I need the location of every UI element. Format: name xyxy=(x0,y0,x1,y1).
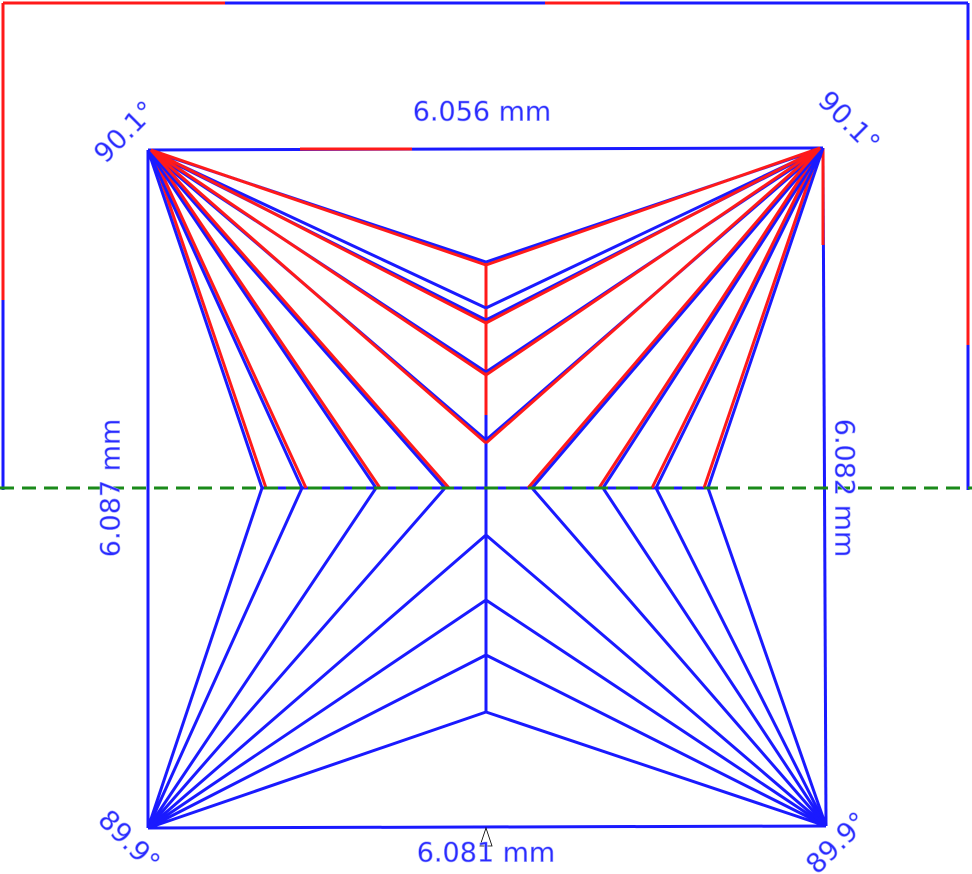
facet-line xyxy=(706,487,828,827)
facet-line xyxy=(147,710,487,830)
facet-line xyxy=(654,147,825,489)
facet-line xyxy=(601,487,828,827)
facet-line xyxy=(702,147,822,489)
facet-line xyxy=(146,149,264,489)
facet-line xyxy=(146,487,378,829)
cursor xyxy=(479,826,493,847)
facet-line xyxy=(530,147,825,489)
dimension-top: 6.056 mm xyxy=(413,97,551,128)
facet-line xyxy=(530,487,828,827)
facet-line xyxy=(485,146,821,267)
dimension-bottom: 6.081 mm xyxy=(417,838,555,869)
facet-line xyxy=(485,653,827,828)
facet-line xyxy=(146,487,264,829)
facet-line xyxy=(149,149,382,489)
facet-line xyxy=(150,148,487,445)
dimension-left: 6.087 mm xyxy=(96,419,127,557)
facet-line xyxy=(485,146,821,325)
facet-line xyxy=(147,653,487,830)
facet-line xyxy=(146,149,447,489)
facet-line xyxy=(146,487,447,829)
facet-line xyxy=(146,149,378,489)
facet-line xyxy=(150,148,487,267)
facet-line xyxy=(526,147,822,489)
facet-line xyxy=(150,148,487,325)
dimension-right: 6.082 mm xyxy=(829,419,860,557)
facet-line xyxy=(147,533,487,830)
facet-line xyxy=(601,147,825,489)
facet-line xyxy=(147,824,827,830)
facet-line xyxy=(150,148,487,377)
facet-lines xyxy=(146,146,828,830)
facet-line xyxy=(485,146,821,377)
facet-line xyxy=(485,533,827,828)
facet-line xyxy=(650,147,822,489)
facet-line xyxy=(146,149,304,489)
facet-line xyxy=(485,598,827,828)
facet-line xyxy=(485,146,821,445)
frame xyxy=(1,1,970,490)
facet-line xyxy=(147,146,824,152)
facet-line xyxy=(149,149,451,489)
facet-line xyxy=(149,149,268,489)
facet-line xyxy=(146,487,304,829)
facet-line xyxy=(706,147,825,489)
facet-line xyxy=(597,147,822,489)
facet-line xyxy=(485,710,827,828)
facet-line xyxy=(147,598,487,830)
facet-line xyxy=(149,149,308,489)
facet-line xyxy=(654,487,828,827)
